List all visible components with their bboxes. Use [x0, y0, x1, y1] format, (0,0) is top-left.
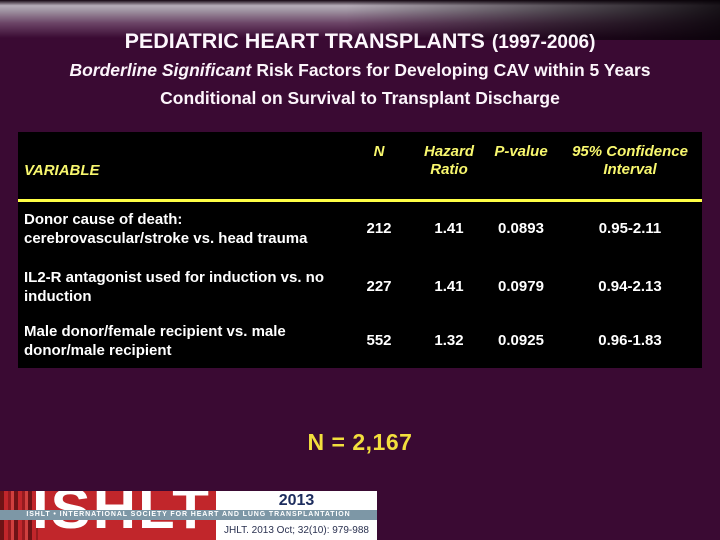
column-header-confidence-interval: 95% Confidence Interval: [561, 143, 699, 179]
column-header-hazard-ratio: Hazard Ratio: [417, 143, 481, 179]
row-label-line1: IL2-R antagonist used for induction vs. …: [24, 269, 325, 286]
cell-p-value: 0.0979: [498, 278, 544, 295]
confidence-interval-line2: Interval: [603, 161, 657, 178]
cell-n: 227: [366, 278, 392, 295]
cell-hazard-ratio: 1.41: [434, 278, 464, 295]
title-years: (1997-2006): [491, 32, 596, 53]
hazard-ratio-line2: Ratio: [430, 161, 468, 178]
row-label: Donor cause of death: cerebrovascular/st…: [24, 210, 354, 248]
row-label-line2: induction: [24, 288, 92, 305]
subtitle-line2: Conditional on Survival to Transplant Di…: [160, 88, 560, 108]
hazard-ratio-line1: Hazard: [423, 143, 475, 160]
logo-year: 2013: [278, 492, 315, 509]
column-header-p-value: P-value: [494, 143, 548, 160]
top-gradient-band: [0, 0, 720, 40]
row-label-line2: donor/male recipient: [24, 342, 172, 359]
table-row: Donor cause of death: cerebrovascular/st…: [18, 210, 702, 248]
cell-confidence-interval: 0.95-2.11: [598, 220, 662, 237]
subtitle-rest-part: Risk Factors for Developing CAV within 5…: [256, 60, 651, 80]
subtitle-italic-part: Borderline Significant: [69, 60, 252, 80]
header-separator-line: [18, 199, 702, 202]
row-label-line2: cerebrovascular/stroke vs. head trauma: [24, 230, 308, 247]
column-header-variable: VARIABLE: [24, 162, 100, 179]
cell-hazard-ratio: 1.41: [434, 220, 464, 237]
subtitle-line1: Borderline Significant Risk Factors for D…: [0, 58, 720, 82]
cell-n: 552: [366, 332, 392, 349]
table-row: IL2-R antagonist used for induction vs. …: [18, 268, 702, 306]
row-label-line1: Donor cause of death:: [24, 211, 183, 228]
logo-citation: JHLT. 2013 Oct; 32(10): 979-988: [224, 525, 369, 536]
cell-p-value: 0.0893: [498, 220, 544, 237]
row-label: Male donor/female recipient vs. male don…: [24, 322, 354, 360]
logo-society-banner: ISHLT • INTERNATIONAL SOCIETY FOR HEART …: [0, 510, 377, 520]
cell-confidence-interval: 0.94-2.13: [598, 278, 662, 295]
row-label-line1: Male donor/female recipient vs. male: [24, 323, 286, 340]
table-row: Male donor/female recipient vs. male don…: [18, 322, 702, 360]
title-main: PEDIATRIC HEART TRANSPLANTS: [124, 29, 485, 53]
column-header-n: N: [373, 143, 385, 160]
logo-year-box: 2013: [216, 491, 377, 510]
ishlt-logo: ISHLT 2013 ISHLT • INTERNATIONAL SOCIETY…: [0, 490, 377, 540]
row-label: IL2-R antagonist used for induction vs. …: [24, 268, 354, 306]
slide-title: PEDIATRIC HEART TRANSPLANTS (1997-2006): [0, 28, 720, 56]
cell-hazard-ratio: 1.32: [434, 332, 464, 349]
confidence-interval-line1: 95% Confidence: [572, 143, 688, 160]
risk-factor-table: VARIABLE N Hazard Ratio P-value 95% Conf…: [18, 132, 702, 368]
cell-n: 212: [366, 220, 392, 237]
n-total-label: N = 2,167: [307, 429, 413, 455]
logo-citation-box: JHLT. 2013 Oct; 32(10): 979-988: [216, 520, 377, 540]
cell-p-value: 0.0925: [498, 332, 544, 349]
cell-confidence-interval: 0.96-1.83: [598, 332, 662, 349]
